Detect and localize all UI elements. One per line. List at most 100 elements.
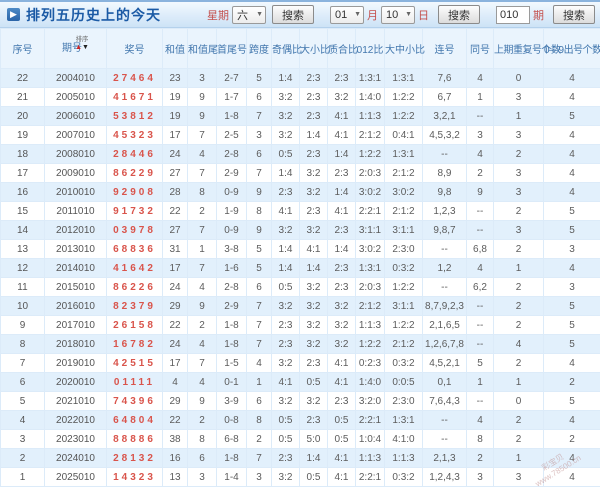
month-select[interactable]: 01 ▼ <box>330 5 364 24</box>
table-row: 1 2025010 14323 13 3 1-4 3 3:2 0:5 4:1 2:2:1 0:3:2 1… <box>0 467 600 487</box>
weekday-select-value: 六 <box>237 9 248 22</box>
cell-ratio-012: 1:1:3 <box>355 106 385 126</box>
cell-sum-tail: 8 <box>187 182 217 202</box>
date-search-group: 01 ▼ 月 10 ▼ 日 搜索 <box>330 5 480 24</box>
sort-control[interactable]: 排序 ▲▼ <box>75 34 89 51</box>
cell-sum-tail: 3 <box>187 68 217 88</box>
cell-prev-repeat-count: 3 <box>493 163 544 183</box>
cell-index: 11 <box>0 277 45 297</box>
table-row: 7 2019010 42515 17 7 1-5 4 3:2 2:3 4:1 0:2:3 0:3:2 4… <box>0 353 600 373</box>
cell-prize: 26158 <box>106 315 163 335</box>
cell-same-number: -- <box>466 106 494 126</box>
cell-big-small: 2:3 <box>299 144 328 164</box>
cell-digit-appear-count: 4 <box>543 87 600 107</box>
cell-index: 22 <box>0 68 45 88</box>
cell-sum: 22 <box>162 315 188 335</box>
cell-ratio-012: 1:2:2 <box>355 144 385 164</box>
cell-sum-tail: 7 <box>187 220 217 240</box>
table-row: 4 2022010 64804 22 2 0-8 8 0:5 2:3 0:5 2:2:1 1:3:1-… <box>0 410 600 430</box>
cell-ratio-012: 1:4:0 <box>355 87 385 107</box>
cell-issue: 2022010 <box>44 410 107 430</box>
cell-ratio-012: 1:0:4 <box>355 429 385 449</box>
cell-big-small: 1:4 <box>299 125 328 145</box>
cell-prime-composite: 4:1 <box>327 201 356 221</box>
cell-span: 5 <box>246 258 272 278</box>
cell-consecutive: 2,1,6,5 <box>422 315 467 335</box>
col-header-big-small: 大小比 <box>299 28 330 69</box>
table-row: 8 2018010 16782 24 4 1-8 7 2:3 3:2 3:2 1:2:2 2:1:2 1… <box>0 334 600 354</box>
cell-prize: 41671 <box>106 87 163 107</box>
cell-digit-appear-count: 2 <box>543 429 600 449</box>
col-header-prize: 奖号 <box>106 28 163 69</box>
cell-first-last: 1-8 <box>216 448 247 468</box>
issue-column-label: 期号 <box>62 43 82 54</box>
cell-prize: 74396 <box>106 391 163 411</box>
cell-prev-repeat-count: 2 <box>493 410 544 430</box>
cell-digit-appear-count: 5 <box>543 220 600 240</box>
cell-odd-even: 4:1 <box>271 201 300 221</box>
issue-input[interactable] <box>496 5 530 24</box>
cell-odd-even: 3:2 <box>271 467 300 487</box>
weekday-select[interactable]: 六 ▼ <box>232 5 266 24</box>
cell-prime-composite: 4:1 <box>327 353 356 373</box>
cell-big-mid-small: 1:2:2 <box>384 87 423 107</box>
day-select[interactable]: 10 ▼ <box>381 5 415 24</box>
cell-sum-tail: 2 <box>187 410 217 430</box>
col-header-sum: 和值 <box>162 28 188 69</box>
cell-sum: 24 <box>162 144 188 164</box>
cell-index: 1 <box>0 467 45 487</box>
cell-same-number: -- <box>466 296 494 316</box>
cell-prev-repeat-count: 1 <box>493 448 544 468</box>
cell-index: 12 <box>0 258 45 278</box>
cell-first-last: 0-9 <box>216 220 247 240</box>
cell-digit-appear-count: 4 <box>543 163 600 183</box>
cell-prize: 27464 <box>106 68 163 88</box>
col-header-first-last: 首尾号 <box>216 28 247 69</box>
cell-first-last: 2-8 <box>216 144 247 164</box>
cell-same-number: 4 <box>466 410 494 430</box>
cell-digit-appear-count: 4 <box>543 182 600 202</box>
cell-first-last: 3-8 <box>216 239 247 259</box>
cell-first-last: 3-9 <box>216 391 247 411</box>
cell-first-last: 2-9 <box>216 163 247 183</box>
date-search-button[interactable]: 搜索 <box>438 5 480 24</box>
cell-prime-composite: 2:3 <box>327 391 356 411</box>
cell-big-mid-small: 1:2:2 <box>384 277 423 297</box>
cell-sum: 29 <box>162 296 188 316</box>
chevron-down-icon: ▼ <box>354 11 361 18</box>
month-select-value: 01 <box>335 8 348 21</box>
cell-first-last: 1-8 <box>216 315 247 335</box>
cell-span: 4 <box>246 353 272 373</box>
cell-issue: 2007010 <box>44 125 107 145</box>
cell-index: 14 <box>0 220 45 240</box>
weekday-search-button[interactable]: 搜索 <box>272 5 314 24</box>
cell-prime-composite: 2:3 <box>327 277 356 297</box>
cell-odd-even: 1:4 <box>271 239 300 259</box>
cell-index: 7 <box>0 353 45 373</box>
table-row: 6 2020010 01111 4 4 0-1 1 4:1 0:5 4:1 1:4:0 0:0:5 0,… <box>0 372 600 392</box>
cell-span: 5 <box>246 68 272 88</box>
cell-prev-repeat-count: 2 <box>493 353 544 373</box>
cell-issue: 2015010 <box>44 277 107 297</box>
cell-digit-appear-count: 5 <box>543 201 600 221</box>
issue-search-button[interactable]: 搜索 <box>553 5 595 24</box>
cell-ratio-012: 1:1:3 <box>355 315 385 335</box>
cell-sum: 38 <box>162 429 188 449</box>
cell-consecutive: 7,6,4,3 <box>422 391 467 411</box>
cell-odd-even: 3:2 <box>271 87 300 107</box>
cell-index: 16 <box>0 182 45 202</box>
cell-consecutive: 3,2,1 <box>422 106 467 126</box>
cell-prev-repeat-count: 1 <box>493 106 544 126</box>
cell-prev-repeat-count: 3 <box>493 125 544 145</box>
cell-same-number: -- <box>466 201 494 221</box>
cell-same-number: 8 <box>466 429 494 449</box>
cell-same-number: 4 <box>466 258 494 278</box>
cell-digit-appear-count: 4 <box>543 258 600 278</box>
cell-prime-composite: 3:2 <box>327 334 356 354</box>
table-row: 2 2024010 28132 16 6 1-8 7 2:3 1:4 4:1 1:1:3 1:1:3 2… <box>0 448 600 468</box>
cell-index: 6 <box>0 372 45 392</box>
cell-issue: 2023010 <box>44 429 107 449</box>
cell-big-mid-small: 1:2:2 <box>384 315 423 335</box>
cell-sum-tail: 9 <box>187 87 217 107</box>
cell-odd-even: 3:2 <box>271 125 300 145</box>
